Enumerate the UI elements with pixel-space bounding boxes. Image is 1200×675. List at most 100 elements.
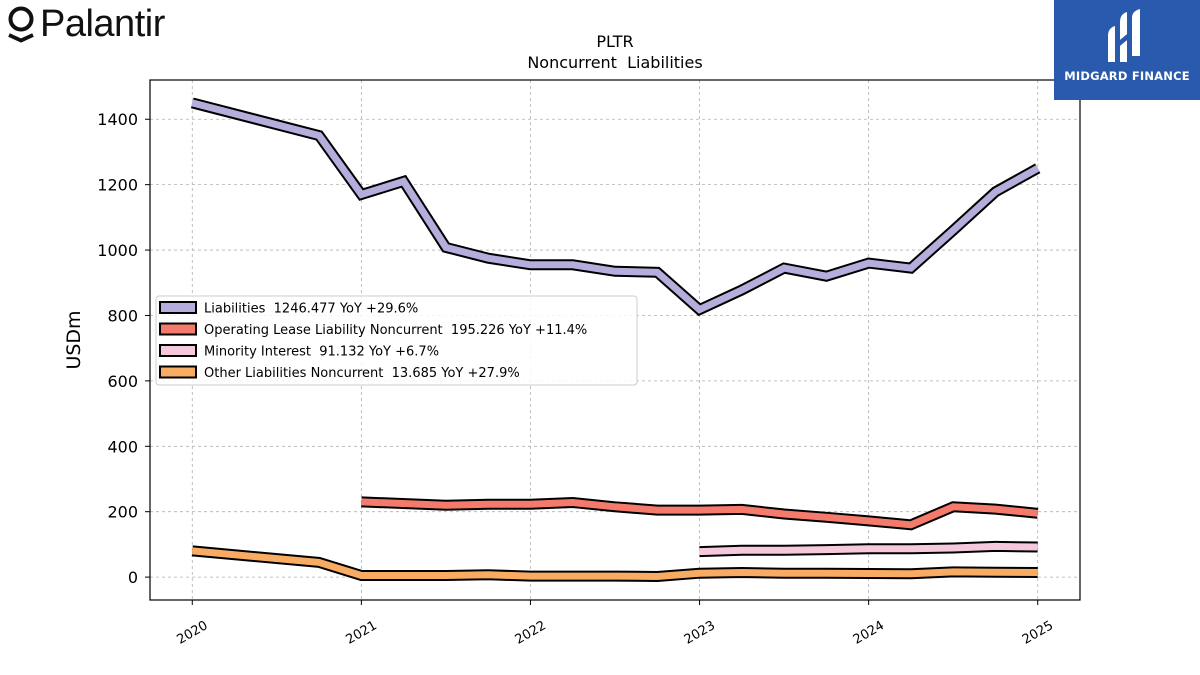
data-point [910,267,912,269]
data-point [318,561,320,564]
legend-entry: Other Liabilities Noncurrent 13.685 YoY … [159,365,520,381]
data-point [741,508,743,510]
data-point [994,508,997,510]
data-point [868,548,870,550]
legend-swatch [159,301,197,314]
y-axis-label: USDm [63,310,85,369]
data-point [698,509,701,511]
data-point [910,573,912,575]
data-point [572,264,574,266]
data-point [741,549,743,551]
data-point [952,506,954,508]
data-point [868,572,870,575]
data-point [360,574,362,577]
series-line [191,547,1038,581]
series-liabilities [190,97,1041,317]
data-point [614,575,616,577]
midgard-logo-text: MIDGARD FINANCE [1064,69,1190,83]
data-point [191,550,193,552]
data-point [868,520,870,522]
data-point [698,309,701,311]
x-tick-label: 2021 [344,618,380,648]
plot-frame [149,79,1081,601]
y-tick-label: 800 [107,306,138,325]
legend-swatch [159,344,197,357]
legend-swatch [159,322,197,336]
chart-subtitle: Noncurrent Liabilities [527,53,702,72]
y-tick-label: 200 [107,503,138,522]
data-point [656,575,658,578]
data-point [825,275,828,277]
data-point [698,551,701,553]
midgard-finance-logo: MIDGARD FINANCE [1054,0,1200,100]
x-tick-label: 2022 [513,618,549,648]
legend-entry: Minority Interest 91.132 YoY +6.7% [159,344,439,360]
data-point [825,516,828,518]
legend-box [155,295,638,386]
data-point [783,572,785,574]
data-point [572,501,574,504]
data-point [741,289,743,291]
data-point [783,549,785,551]
series-line [361,498,1039,529]
legend-swatch [159,365,197,379]
y-tick-label: 1400 [97,110,138,129]
series-other-liabilities-noncurrent [191,545,1039,583]
data-point [487,503,489,505]
data-point [487,257,489,259]
data-point [868,262,870,264]
data-point [445,574,447,577]
data-point [1037,167,1039,169]
series-line [191,99,1040,314]
data-point [191,102,193,104]
data-point [994,571,997,573]
data-point [952,571,954,573]
legend-entry: Operating Lease Liability Noncurrent 195… [159,322,587,338]
data-point [825,572,828,574]
series-minority-interest [698,540,1039,558]
chart-title: PLTR [596,32,633,51]
x-tick-label: 2020 [174,618,210,648]
data-point [360,193,362,196]
data-point [1037,571,1039,574]
data-point [656,271,658,273]
x-tick-label: 2023 [682,618,718,648]
x-tick-label: 2024 [851,618,887,648]
palantir-logo-icon [8,6,34,43]
data-point [741,571,743,574]
data-point [529,575,532,577]
legend-entry: Liabilities 1246.477 YoY +29.6% [159,301,418,317]
data-point [614,506,616,508]
data-point [994,545,997,548]
data-point [529,503,532,505]
data-point [656,509,658,511]
y-tick-label: 1000 [97,241,138,260]
series-layer [190,97,1041,583]
data-point [360,501,362,503]
data-point [445,246,447,248]
y-tick-label: 600 [107,372,138,391]
legend: Liabilities 1246.477 YoY +29.6% Operating… [155,295,638,386]
y-tick-label: 1200 [97,176,138,195]
data-point [403,180,405,182]
data-point [1037,546,1039,548]
palantir-logo-text: Palantir [40,2,165,45]
legend-label: Liabilities 1246.477 YoY +29.6% [204,302,418,317]
data-point [614,270,616,272]
data-point [783,513,785,515]
data-point [1037,512,1039,514]
x-tick-label: 2025 [1020,618,1056,648]
y-tick-label: 400 [107,437,138,456]
legend-label: Operating Lease Liability Noncurrent 195… [204,323,587,338]
y-tick-label: 0 [128,568,138,587]
data-point [698,572,701,574]
data-point [825,549,828,551]
palantir-logo: Palantir [6,2,165,45]
data-point [529,264,532,266]
data-point [910,548,912,550]
data-point [994,191,997,193]
legend-label: Minority Interest 91.132 YoY +6.7% [204,345,439,360]
series-operating-lease-liability-noncurrent [360,496,1039,531]
data-point [783,267,785,269]
